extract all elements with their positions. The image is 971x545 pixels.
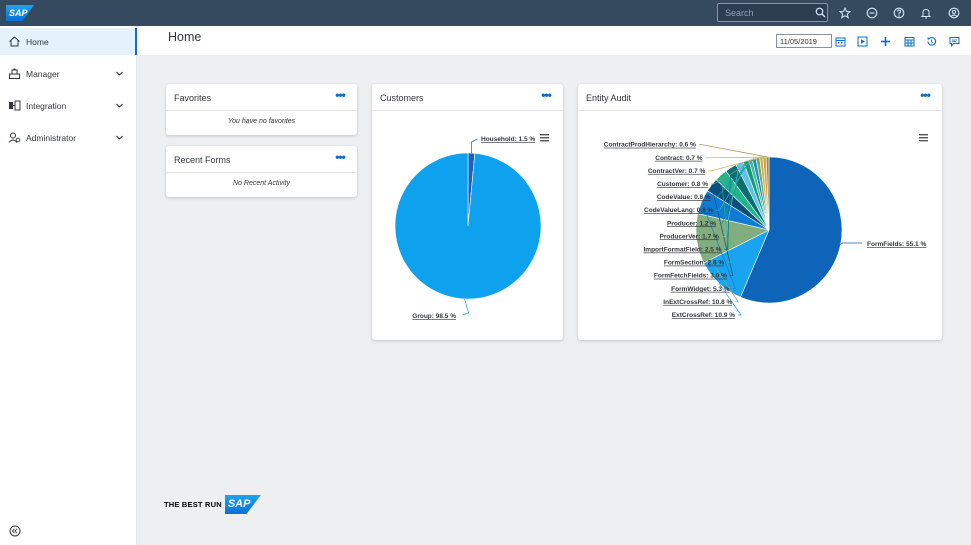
entity-audit-tile: Entity Audit ••• FormFields: 55.1 % ExtCr… [578,84,942,340]
pie-connector-line [711,157,758,185]
entity-audit-pie-chart: FormFields: 55.1 % ExtCrossRef: 10.9 % InE… [604,134,928,319]
pie-data-label: ContractProdHierarchy: 0.6 % [604,142,696,149]
pie-data-label: FormSection: 2.8 % [664,260,725,267]
sidebar-item-manager[interactable]: Manager [0,60,137,87]
side-navigation: Home Manager Integration Administrator [0,26,137,545]
pie-data-label: ContractVer: 0.7 % [648,168,706,175]
user-avatar-icon[interactable] [946,5,962,21]
pie-connector-line [705,156,765,159]
pie-data-label: Household: 1.5 % [481,136,535,143]
date-field[interactable] [776,34,832,48]
recent-forms-tile: Recent Forms ••• No Recent Activity [166,146,357,197]
chart-menu-icon[interactable] [919,134,928,142]
sidebar-item-administrator[interactable]: Administrator [0,124,137,151]
more-options-icon[interactable]: ••• [335,88,346,102]
empty-message: You have no favorites [227,118,296,125]
pie-connector-line [471,138,478,154]
calendar-icon[interactable] [834,35,847,48]
star-icon[interactable] [837,5,853,21]
manager-icon [8,67,21,80]
page-header: Home [137,26,971,55]
footer-brand: THE BEST RUN SAP [164,495,261,514]
pie-slice-group[interactable] [394,152,542,300]
play-icon[interactable] [856,35,869,48]
empty-message: No Recent Activity [233,180,290,187]
more-options-icon[interactable]: ••• [920,88,931,102]
tile-title: Entity Audit [586,93,632,103]
pie-connector-line [840,242,862,245]
history-icon[interactable] [864,5,880,21]
tile-header: Recent Forms ••• [166,146,357,173]
chevron-down-icon[interactable] [115,101,124,110]
shell-bar: SAP [0,0,971,26]
grid-calendar-icon[interactable] [903,35,916,48]
pie-slice-formfields[interactable] [740,156,843,304]
pie-data-label: Group: 98.5 % [412,313,456,320]
feedback-icon[interactable] [948,35,961,48]
notification-bell-icon[interactable] [918,5,934,21]
pie-data-label: FormFields: 55.1 % [867,241,926,248]
pie-connector-line [721,163,740,237]
sidebar-item-label: Home [26,36,49,47]
sap-logo[interactable]: SAP [6,5,34,21]
pie-connector-line [713,158,755,198]
chart-menu-icon[interactable] [540,134,549,142]
pie-connector-line [696,238,739,303]
tile-title: Favorites [174,93,212,103]
sidebar-item-label: Manager [26,68,60,79]
help-icon[interactable] [891,5,907,21]
pie-connector-line [701,201,737,290]
sidebar-item-home[interactable]: Home [0,28,137,55]
search-box[interactable] [717,3,828,22]
page-title: Home [168,30,202,44]
pie-data-label: FormFetchFields: 3.0 % [654,273,727,280]
customers-tile: Customers ••• Household: 1.5 % Group: 98.… [372,84,563,340]
tile-header: Entity Audit ••• [578,84,942,111]
home-icon [8,35,21,48]
sidebar-item-integration[interactable]: Integration [0,92,137,119]
administrator-icon [8,131,21,144]
pie-connector-line [711,184,734,277]
pie-data-label: ExtCrossRef: 10.9 % [672,312,735,319]
pie-data-label: InExtCrossRef: 10.8 % [663,299,732,306]
tile-header: Customers ••• [372,84,563,111]
favorites-tile: Favorites ••• You have no favorites [166,84,357,135]
pie-data-label: ImportFormatField: 2.5 % [643,247,721,254]
pie-data-label: Producer: 1.2 % [667,220,716,227]
search-icon[interactable] [813,5,827,19]
collapse-sidebar-icon[interactable] [9,525,21,537]
pie-data-label: Contract: 0.7 % [655,155,703,162]
pie-connector-line [716,159,751,211]
integration-icon [8,99,21,112]
tile-title: Customers [380,93,424,103]
sidebar-item-label: Integration [26,100,67,111]
pie-data-label: ProducerVer: 1.7 % [660,233,719,240]
tile-title: Recent Forms [174,155,231,165]
pie-connector-line [718,283,742,316]
pie-connector-line [719,160,747,224]
chevron-down-icon[interactable] [115,133,124,142]
refresh-history-icon[interactable] [925,35,938,48]
pie-connector-line [708,157,762,172]
footer-tagline: THE BEST RUN [164,500,222,509]
pie-data-label: CodeValueLang: 0.8 % [644,207,714,214]
chevron-down-icon[interactable] [115,69,124,78]
add-icon[interactable] [879,35,892,48]
pie-data-label: FormWidget: 5.3 % [671,286,730,293]
more-options-icon[interactable]: ••• [335,150,346,164]
pie-connector-line [698,144,768,158]
footer-sap-logo: SAP [224,495,261,514]
search-input[interactable] [718,4,810,21]
pie-connector-line [462,298,469,316]
sidebar-item-label: Administrator [26,132,77,143]
pie-data-label: CodeValue: 0.8 % [657,194,711,201]
pie-data-label: Customer: 0.8 % [657,181,708,188]
customers-pie-chart: Household: 1.5 % Group: 98.5 % [394,134,549,320]
pie-connector-line [720,175,731,263]
pie-connector-line [724,167,732,250]
more-options-icon[interactable]: ••• [541,88,552,102]
tile-header: Favorites ••• [166,84,357,111]
